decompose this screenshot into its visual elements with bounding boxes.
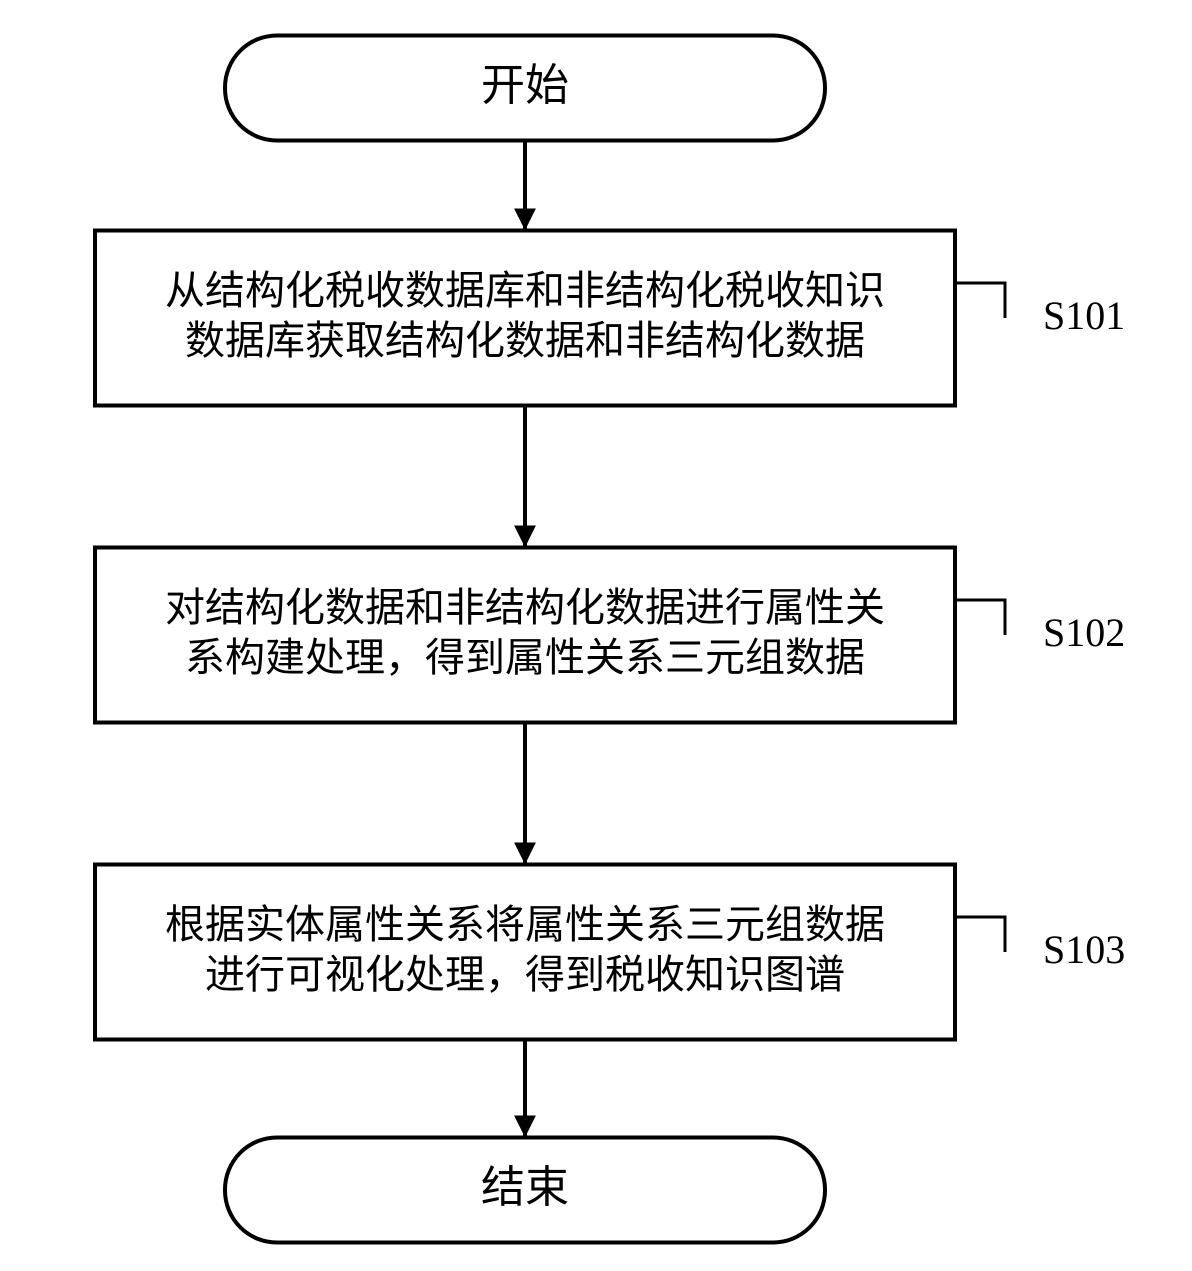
label-leader-s103 xyxy=(955,917,1005,952)
node-start: 开始 xyxy=(225,36,825,141)
node-s101: 从结构化税收数据库和非结构化税收知识数据库获取结构化数据和非结构化数据 S101 xyxy=(95,231,1125,406)
step-label-s102: S102 xyxy=(1043,610,1125,655)
node-end-text: 结束 xyxy=(481,1163,569,1212)
node-s101-line-1: 数据库获取结构化数据和非结构化数据 xyxy=(185,318,865,363)
node-s101-line-0: 从结构化税收数据库和非结构化税收知识 xyxy=(165,268,885,313)
node-s102-line-0: 对结构化数据和非结构化数据进行属性关 xyxy=(165,585,885,630)
node-s102-line-1: 系构建处理，得到属性关系三元组数据 xyxy=(185,635,865,680)
label-leader-s101 xyxy=(955,283,1005,318)
node-end: 结束 xyxy=(225,1138,825,1243)
node-s103-line-0: 根据实体属性关系将属性关系三元组数据 xyxy=(165,902,885,947)
node-s103-line-1: 进行可视化处理，得到税收知识图谱 xyxy=(205,952,845,997)
node-s103: 根据实体属性关系将属性关系三元组数据进行可视化处理，得到税收知识图谱 S103 xyxy=(95,865,1125,1040)
flowchart: 开始从结构化税收数据库和非结构化税收知识数据库获取结构化数据和非结构化数据 S10… xyxy=(0,0,1192,1271)
label-leader-s102 xyxy=(955,600,1005,635)
node-start-text: 开始 xyxy=(481,61,569,110)
step-label-s101: S101 xyxy=(1043,293,1125,338)
node-s102: 对结构化数据和非结构化数据进行属性关系构建处理，得到属性关系三元组数据 S102 xyxy=(95,548,1125,723)
step-label-s103: S103 xyxy=(1043,927,1125,972)
